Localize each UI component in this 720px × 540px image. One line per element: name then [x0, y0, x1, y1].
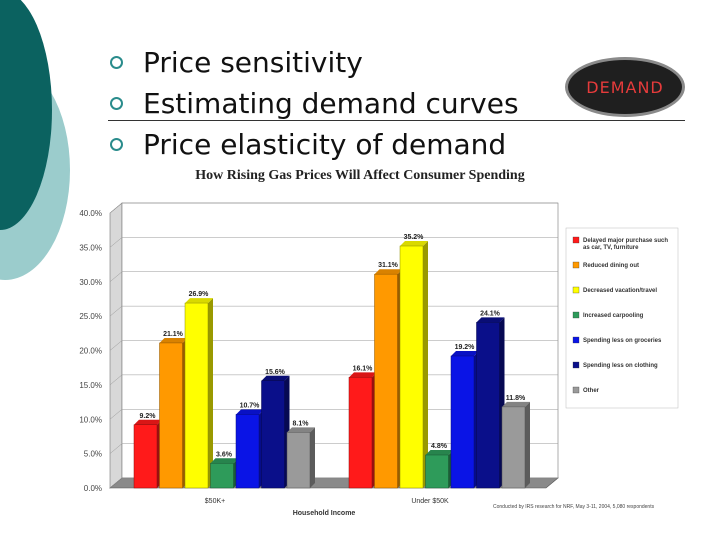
- demand-badge: DEMAND: [565, 57, 685, 117]
- bar-top: [502, 401, 530, 407]
- legend-swatch: [572, 361, 580, 369]
- bullet-item: Price elasticity of demand: [110, 124, 519, 165]
- y-tick-label: 25.0%: [79, 312, 102, 321]
- bar-top: [210, 458, 239, 464]
- bullet-item: Price sensitivity: [110, 42, 519, 83]
- bar-side: [423, 241, 428, 488]
- bullet-text: Price elasticity of demand: [143, 128, 507, 161]
- bar-top: [349, 372, 377, 378]
- legend-label: Delayed major purchase such as car, TV, f…: [583, 238, 668, 251]
- legend-swatch: [572, 336, 580, 344]
- dark-teal-shape: [0, 0, 52, 230]
- data-label: 16.1%: [353, 365, 374, 372]
- bar-top: [159, 337, 188, 343]
- legend-label: Reduced dining out: [583, 263, 639, 269]
- y-tick-label: 40.0%: [79, 209, 102, 218]
- data-label: 9.2%: [140, 413, 157, 420]
- bar: [286, 432, 311, 489]
- bar-top: [374, 269, 403, 275]
- bar: [348, 377, 373, 489]
- bar-side: [525, 401, 530, 488]
- gridline: [109, 237, 558, 248]
- bullet-list: Price sensitivity Estimating demand curv…: [110, 42, 519, 165]
- bar-side: [310, 427, 315, 488]
- title-divider: [108, 120, 685, 121]
- bar: [184, 302, 209, 489]
- bullet-circle-icon: [110, 97, 123, 110]
- legend-label: Other: [583, 388, 600, 394]
- bar-top: [185, 298, 213, 304]
- bar: [374, 273, 398, 489]
- decorative-shapes: [0, 0, 70, 280]
- data-label: 15.6%: [265, 369, 286, 376]
- data-label: 24.1%: [480, 310, 501, 317]
- bar: [501, 406, 526, 489]
- bar: [450, 355, 475, 489]
- data-label: 10.7%: [240, 402, 261, 409]
- bar: [425, 454, 449, 489]
- y-tick-label: 15.0%: [79, 381, 102, 390]
- bullet-circle-icon: [110, 56, 123, 69]
- bullet-text: Price sensitivity: [143, 46, 363, 79]
- y-tick-label: 0.0%: [84, 484, 102, 493]
- data-label: 35.2%: [404, 234, 425, 241]
- bullet-text: Estimating demand curves: [143, 87, 519, 120]
- legend-label: Increased carpooling: [583, 313, 644, 319]
- chart-credit: Conducted by IRS research for NRF, May 3…: [493, 504, 655, 510]
- data-label: 19.2%: [455, 344, 476, 351]
- y-tick-label: 10.0%: [79, 415, 102, 424]
- x-axis-label: Household Income: [293, 510, 356, 517]
- data-label: 26.9%: [189, 291, 210, 298]
- legend-swatch: [572, 236, 580, 244]
- bar-top: [134, 419, 162, 425]
- x-tick-label: Under $50K: [411, 498, 449, 505]
- data-label: 4.8%: [431, 443, 448, 450]
- legend-swatch: [572, 261, 580, 269]
- y-tick-label: 30.0%: [79, 278, 102, 287]
- data-label: 11.8%: [506, 395, 526, 402]
- data-label: 3.6%: [216, 451, 233, 458]
- legend-swatch: [572, 286, 580, 294]
- bullet-circle-icon: [110, 138, 123, 151]
- legend-swatch: [572, 386, 580, 394]
- data-label: 8.1%: [293, 420, 310, 427]
- legend-swatch: [572, 311, 580, 319]
- bar: [133, 424, 158, 489]
- bar: [476, 322, 500, 489]
- bar-top: [425, 450, 454, 455]
- gridline: [109, 202, 558, 214]
- legend-box: [565, 227, 679, 409]
- bar: [261, 380, 285, 489]
- bar: [210, 463, 234, 489]
- legend-label: Spending less on clothing: [583, 363, 658, 369]
- bar-top: [261, 375, 290, 381]
- x-tick-label: $50K+: [205, 498, 225, 505]
- bar: [399, 245, 424, 489]
- bar-top: [287, 427, 315, 433]
- legend-label: Decreased vacation/travel: [583, 288, 657, 294]
- legend-label: Spending less on groceries: [583, 338, 662, 344]
- bar-top: [476, 317, 505, 323]
- y-tick-label: 20.0%: [79, 347, 102, 356]
- bar-top: [236, 409, 264, 415]
- bullet-item: Estimating demand curves: [110, 83, 519, 124]
- chart-title: How Rising Gas Prices Will Affect Consum…: [195, 168, 525, 183]
- y-tick-label: 35.0%: [79, 243, 102, 252]
- bar-top: [400, 241, 428, 246]
- data-label: 21.1%: [163, 331, 184, 338]
- data-label: 31.1%: [378, 262, 399, 269]
- y-tick-label: 5.0%: [84, 450, 102, 459]
- demand-badge-label: DEMAND: [586, 77, 664, 97]
- bar-top: [451, 351, 479, 356]
- bar: [235, 414, 260, 489]
- bar-side: [208, 298, 213, 488]
- bar: [159, 342, 183, 489]
